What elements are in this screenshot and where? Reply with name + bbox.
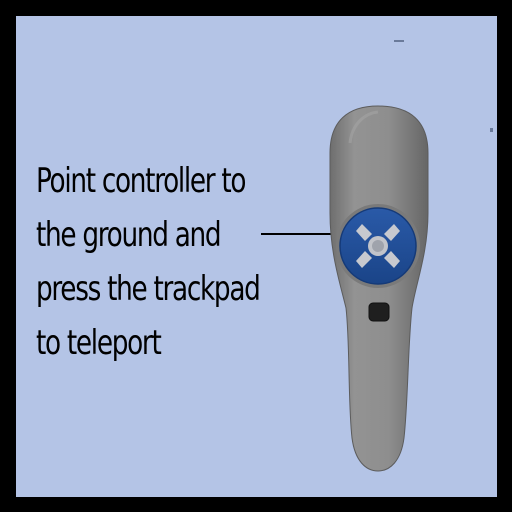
background-speck <box>394 40 404 42</box>
trackpad-arrow-up-right <box>384 224 400 241</box>
instruction-line: Point controller to <box>36 161 247 201</box>
trackpad-icon <box>339 207 417 285</box>
background-speck <box>490 128 493 132</box>
callout-pointer-line <box>261 233 346 235</box>
trackpad-arrow-down-right <box>384 251 400 268</box>
trackpad-arrow-down-left <box>356 251 372 268</box>
instruction-line: to teleport <box>36 323 162 363</box>
tutorial-panel: Point controller to the ground and press… <box>16 16 497 497</box>
menu-button-icon <box>368 302 390 322</box>
instruction-line: press the trackpad <box>36 269 261 309</box>
controller-body <box>329 105 429 472</box>
teleport-instruction: Point controller to the ground and press… <box>36 154 281 370</box>
vr-controller-icon <box>329 105 429 472</box>
controller-highlight <box>348 110 379 144</box>
instruction-line: the ground and <box>36 215 222 255</box>
trackpad-arrow-up-left <box>356 224 372 241</box>
